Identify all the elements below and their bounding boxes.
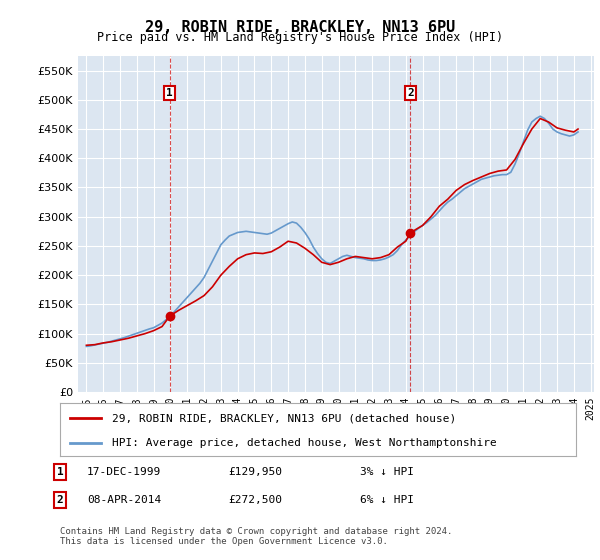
Text: 6% ↓ HPI: 6% ↓ HPI [360, 495, 414, 505]
Text: Contains HM Land Registry data © Crown copyright and database right 2024.
This d: Contains HM Land Registry data © Crown c… [60, 526, 452, 546]
Text: Price paid vs. HM Land Registry's House Price Index (HPI): Price paid vs. HM Land Registry's House … [97, 31, 503, 44]
Text: 29, ROBIN RIDE, BRACKLEY, NN13 6PU: 29, ROBIN RIDE, BRACKLEY, NN13 6PU [145, 20, 455, 35]
Text: 2: 2 [56, 495, 64, 505]
Text: 08-APR-2014: 08-APR-2014 [87, 495, 161, 505]
Text: £129,950: £129,950 [228, 467, 282, 477]
Text: HPI: Average price, detached house, West Northamptonshire: HPI: Average price, detached house, West… [112, 438, 496, 448]
Text: £272,500: £272,500 [228, 495, 282, 505]
Text: 17-DEC-1999: 17-DEC-1999 [87, 467, 161, 477]
Text: 1: 1 [166, 88, 173, 98]
Text: 3% ↓ HPI: 3% ↓ HPI [360, 467, 414, 477]
Text: 29, ROBIN RIDE, BRACKLEY, NN13 6PU (detached house): 29, ROBIN RIDE, BRACKLEY, NN13 6PU (deta… [112, 413, 456, 423]
Text: 2: 2 [407, 88, 413, 98]
Text: 1: 1 [56, 467, 64, 477]
